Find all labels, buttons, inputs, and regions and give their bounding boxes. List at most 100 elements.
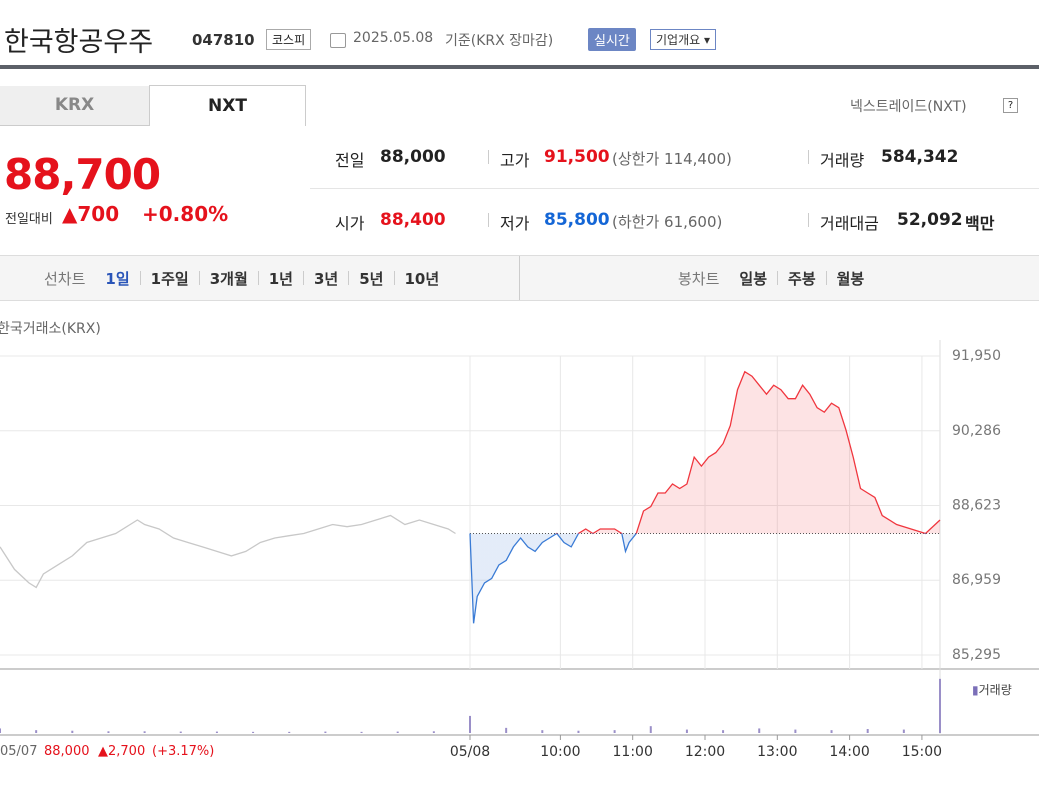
summary-label: 시가 xyxy=(335,214,365,233)
volume-bar xyxy=(432,731,435,733)
nav-item[interactable]: 3개월 xyxy=(209,270,248,288)
volume-bar xyxy=(35,730,38,733)
summary-value: 88,400 xyxy=(380,210,446,230)
chart-source: 한국거래소(KRX) xyxy=(0,321,101,337)
volume-bar xyxy=(830,730,833,733)
summary-label: 저가 xyxy=(500,214,530,233)
change-rate: +0.80% xyxy=(142,202,229,226)
prev-rate: (+3.17%) xyxy=(152,744,215,759)
summary-label: 거래대금 xyxy=(820,214,879,233)
nav-item[interactable]: 주봉 xyxy=(788,270,816,288)
volume-bar xyxy=(360,731,363,733)
separator xyxy=(488,213,489,227)
stock-name: 한국항공우주 xyxy=(4,27,154,58)
nav-item[interactable]: 3년 xyxy=(314,270,339,288)
nav-item[interactable]: 월봉 xyxy=(836,270,865,288)
x-tick-label: 12:00 xyxy=(685,744,725,760)
nav-separator xyxy=(257,271,259,285)
summary-value: 584,342 xyxy=(881,147,959,167)
nxt-label: 넥스트레이드(NXT) xyxy=(850,99,967,115)
nav-item[interactable]: 1년 xyxy=(268,270,293,288)
period-divider xyxy=(519,256,520,300)
nav-label: 봉차트 xyxy=(678,270,720,288)
volume-bar xyxy=(0,728,1,733)
summary-label: 거래량 xyxy=(820,151,865,170)
volume-bar xyxy=(288,731,291,733)
volume-bar xyxy=(143,731,146,733)
nav-label: 선차트 xyxy=(44,270,86,288)
volume-bar xyxy=(794,729,797,733)
header-rule xyxy=(0,65,1039,69)
nav-item[interactable]: 10년 xyxy=(404,270,440,288)
volume-bar xyxy=(324,731,327,733)
nav-separator xyxy=(348,271,350,285)
x-tick-label: 13:00 xyxy=(757,744,797,760)
nav-separator xyxy=(139,271,141,285)
volume-bar xyxy=(505,727,508,733)
market-badge: 코스피 xyxy=(266,29,312,50)
volume-bar xyxy=(866,729,869,733)
summary-value: 88,000 xyxy=(380,147,446,167)
volume-bar xyxy=(939,678,941,733)
realtime-button[interactable]: 실시간 xyxy=(588,28,636,51)
nav-separator xyxy=(777,271,779,285)
volume-bar xyxy=(107,731,110,733)
volume-bar xyxy=(649,726,652,733)
date: 2025.05.08 xyxy=(353,30,434,46)
change-label: 전일대비 xyxy=(5,212,53,227)
summary-value: 52,092 xyxy=(897,210,963,230)
company-label: 기업개요 xyxy=(656,33,701,47)
volume-bar xyxy=(71,730,74,733)
nav-item[interactable]: 일봉 xyxy=(739,270,768,288)
volume-legend: ▮거래량 xyxy=(972,683,1012,697)
tab-nxt[interactable]: NXT xyxy=(149,85,306,126)
stock-code: 047810 xyxy=(192,31,255,49)
x-tick-label: 05/08 xyxy=(450,744,490,760)
summary-note: (하한가 61,600) xyxy=(612,213,723,231)
company-button[interactable]: 기업개요 ▾ xyxy=(650,29,717,50)
x-tick-label: 11:00 xyxy=(613,744,653,760)
separator xyxy=(488,150,489,164)
nav-separator xyxy=(825,271,827,285)
nav-separator xyxy=(303,271,304,285)
calendar-icon xyxy=(330,33,346,48)
nav-item[interactable]: 1주일 xyxy=(150,270,189,288)
nav-separator xyxy=(393,271,395,285)
price: 88,700 xyxy=(4,150,161,199)
separator xyxy=(808,213,809,227)
y-tick-label: 85,295 xyxy=(952,647,1001,663)
candle-nav: 봉차트 일봉 주봉 월봉 xyxy=(678,268,864,289)
price-line xyxy=(469,370,941,624)
help-icon[interactable]: ? xyxy=(1003,98,1018,113)
volume-bar xyxy=(541,730,544,733)
prev-close: 88,000 xyxy=(44,744,90,759)
volume-bar xyxy=(685,729,688,733)
y-tick-label: 90,286 xyxy=(952,423,1001,439)
date-basis: 기준(KRX 장마감) xyxy=(445,33,554,49)
volume-bar xyxy=(215,731,218,733)
summary-unit: 백만 xyxy=(965,214,995,233)
volume-bar xyxy=(613,730,616,733)
tab-krx[interactable]: KRX xyxy=(0,86,149,126)
x-tick-label: 10:00 xyxy=(540,744,580,760)
summary-divider xyxy=(310,188,1039,189)
prev-date: 05/07 xyxy=(0,744,38,759)
volume-bar xyxy=(758,728,761,733)
y-tick-label: 91,950 xyxy=(952,348,1001,364)
volume-legend-label: 거래량 xyxy=(978,683,1012,697)
prev-change: ▲2,700 xyxy=(98,744,146,759)
summary-note: (상한가 114,400) xyxy=(612,150,732,168)
nav-item[interactable]: 1일 xyxy=(105,270,130,288)
volume-bar xyxy=(722,730,725,733)
volume-bar xyxy=(577,730,580,733)
summary-label: 고가 xyxy=(500,151,530,170)
volume-bar xyxy=(179,731,182,733)
nav-separator xyxy=(198,271,200,285)
area-fill xyxy=(470,371,940,624)
volume-bar xyxy=(252,731,255,733)
y-tick-label: 86,959 xyxy=(952,572,1001,588)
nav-item[interactable]: 5년 xyxy=(359,270,384,288)
summary-value: 85,800 xyxy=(544,210,610,230)
volume-bar xyxy=(902,729,905,733)
volume-bar xyxy=(469,715,471,733)
